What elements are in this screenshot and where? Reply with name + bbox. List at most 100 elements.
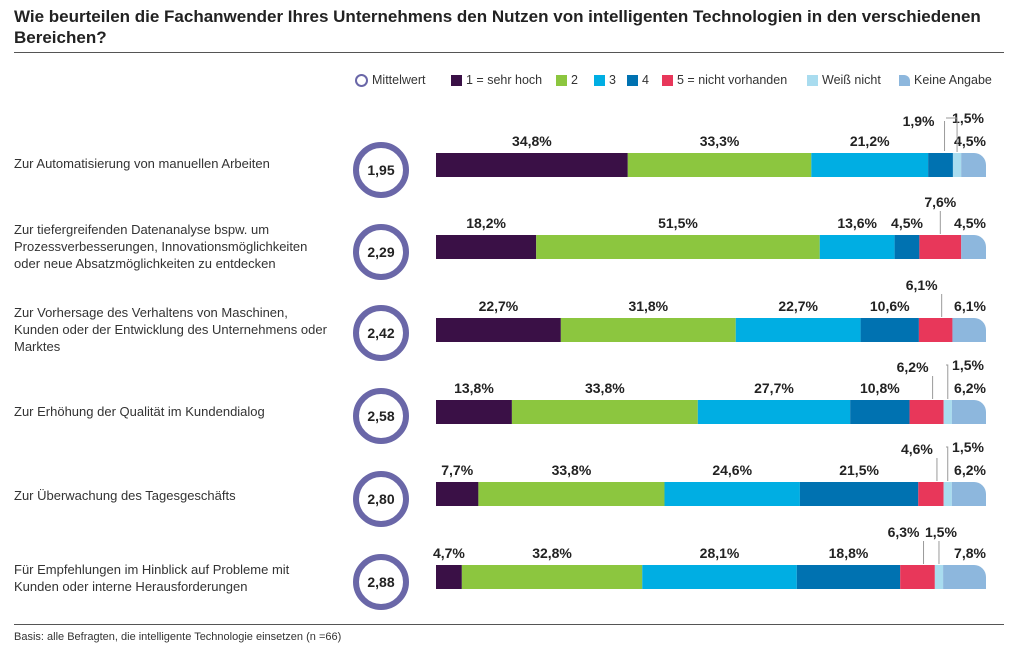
chart-title: Wie beurteilen die Fachanwender Ihres Un… (14, 7, 981, 47)
bar-row5-seg7 (951, 482, 986, 506)
data-label-row4-s2: 33,8% (585, 380, 625, 396)
bar-row5-seg6 (943, 482, 952, 506)
row-label-2: Zur tiefergreifenden Datenanalyse bspw. … (14, 222, 308, 271)
bar-row3-seg5 (918, 318, 953, 342)
legend-label-1: 1 = sehr hoch (466, 73, 543, 87)
bar-row3-seg2 (560, 318, 736, 342)
mean-value-4: 2,58 (353, 388, 409, 444)
data-label-row3-s1: 22,7% (479, 298, 519, 314)
mean-value-6: 2,88 (353, 554, 409, 610)
data-label-row4-s5: 6,2% (897, 359, 929, 375)
data-label-row1-s3: 21,2% (850, 133, 890, 149)
data-label-row6-s4: 18,8% (829, 545, 869, 561)
data-label-row1-s2: 33,3% (700, 133, 740, 149)
data-label-row5-s5: 4,6% (901, 441, 933, 457)
data-label-row3-s7: 6,1% (954, 298, 986, 314)
data-label-row1-s7: 4,5% (954, 133, 986, 149)
legend-swatch-2 (556, 74, 567, 86)
bar-row4-seg6 (943, 400, 952, 424)
leader-line (946, 364, 949, 399)
data-label-row6-s3: 28,1% (700, 545, 740, 561)
bar-row6-seg1 (436, 565, 462, 589)
row-label-4: Zur Erhöhung der Qualität im Kundendialo… (14, 404, 265, 419)
bar-row2-seg5 (919, 235, 962, 259)
bar-row2-seg7 (961, 235, 986, 259)
mean-value-text-3: 2,42 (367, 325, 395, 341)
leader-line (946, 446, 949, 481)
bar-row2-seg2 (536, 235, 820, 259)
bar-row5-seg5 (918, 482, 944, 506)
data-label-row6-s5: 6,3% (888, 524, 920, 540)
footer-divider (14, 624, 1004, 625)
legend-swatch-4 (627, 74, 638, 86)
data-label-row3-s3: 22,7% (778, 298, 818, 314)
data-label-row5-s3: 24,6% (712, 462, 752, 478)
mean-value-text-1: 1,95 (367, 162, 395, 178)
bar-row1-seg6 (952, 153, 962, 177)
bar-row4-seg1 (436, 400, 512, 424)
data-label-row3-s2: 31,8% (628, 298, 668, 314)
data-label-row5-s2: 33,8% (552, 462, 592, 478)
bar-row3-seg7 (952, 318, 986, 342)
bar-row4-seg4 (850, 400, 910, 424)
data-label-row4-s7: 6,2% (954, 380, 986, 396)
leader-line (946, 117, 958, 152)
legend-label-6: Weiß nicht (822, 73, 881, 87)
row-label-5: Zur Überwachung des Tagesgeschäfts (14, 488, 236, 503)
mean-value-text-2: 2,29 (367, 244, 395, 260)
bar-row6-seg6 (934, 565, 944, 589)
bar-row5-seg4 (799, 482, 919, 506)
mean-value-text-6: 2,88 (367, 574, 395, 590)
data-label-row5-s1: 7,7% (441, 462, 473, 478)
legend-item-2: 2 (556, 73, 578, 87)
legend-label-4: 4 (642, 73, 649, 87)
bar-row1-seg4 (928, 153, 953, 177)
legend-item-1: 1 = sehr hoch (451, 73, 542, 87)
data-label-row4-s3: 27,7% (754, 380, 794, 396)
legend-swatch-5 (662, 74, 673, 86)
data-label-row3-s4: 10,6% (870, 298, 910, 314)
data-label-row3-s5: 6,1% (906, 277, 938, 293)
bar-row6-seg3 (642, 565, 797, 589)
legend-swatch-7 (899, 74, 910, 86)
bar-row6-seg2 (461, 565, 643, 589)
bar-row5-seg1 (436, 482, 479, 506)
legend-item-5: 5 = nicht vorhanden (662, 73, 787, 87)
data-label-row5-s6: 1,5% (952, 439, 984, 455)
mean-value-text-4: 2,58 (367, 408, 395, 424)
bar-row4-seg5 (909, 400, 944, 424)
bar-row6-seg5 (900, 565, 935, 589)
data-label-row1-s6: 1,5% (952, 110, 984, 126)
data-label-row5-s4: 21,5% (839, 462, 879, 478)
data-label-row6-s7: 7,8% (954, 545, 986, 561)
bar-row3-seg3 (735, 318, 861, 342)
bar-row1-seg7 (961, 153, 986, 177)
mean-ring-icon (355, 73, 368, 87)
bar-row6-seg7 (943, 565, 986, 589)
legend-item-3: 3 (594, 73, 616, 87)
data-label-row2-s1: 18,2% (466, 215, 506, 231)
legend-label-2: 2 (571, 73, 578, 87)
legend-label-3: 3 (609, 73, 616, 87)
legend-label-5: 5 = nicht vorhanden (677, 73, 788, 87)
footnote: Basis: alle Befragten, die intelligente … (14, 631, 342, 643)
bar-row1-seg2 (627, 153, 812, 177)
data-label-row4-s6: 1,5% (952, 357, 984, 373)
data-label-row1-s1: 34,8% (512, 133, 552, 149)
bar-row1-seg3 (811, 153, 929, 177)
data-label-row5-s7: 6,2% (954, 462, 986, 478)
legend-item-mean: Mittelwert (355, 73, 425, 87)
bar-row3-seg1 (436, 318, 561, 342)
data-label-row6-s2: 32,8% (532, 545, 572, 561)
legend-swatch-6 (807, 74, 818, 86)
row-label-1: Zur Automatisierung von manuellen Arbeit… (14, 156, 270, 171)
bar-row5-seg2 (478, 482, 665, 506)
bar-row2-seg4 (894, 235, 920, 259)
bar-row4-seg3 (697, 400, 851, 424)
data-label-row2-s2: 51,5% (658, 215, 698, 231)
data-label-row2-s5: 7,6% (924, 194, 956, 210)
data-label-row4-s4: 10,8% (860, 380, 900, 396)
mean-value-1: 1,95 (353, 142, 409, 198)
legend-label-mean: Mittelwert (372, 73, 426, 87)
legend-swatch-1 (451, 74, 462, 86)
